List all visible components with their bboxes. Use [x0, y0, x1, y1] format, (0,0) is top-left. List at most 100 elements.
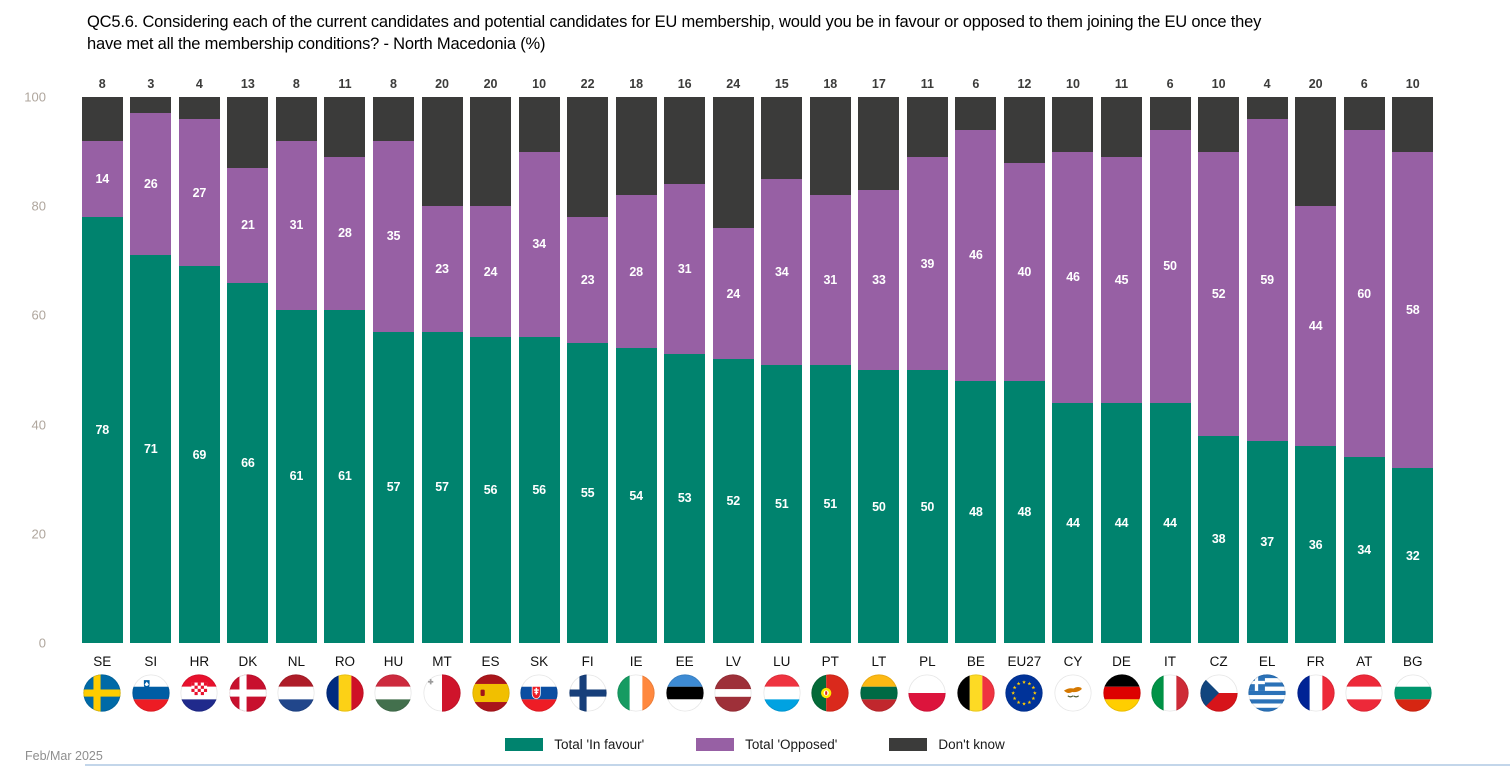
value-label-opposed-lu: 34: [775, 264, 789, 279]
flag-mt-icon: [423, 674, 461, 712]
value-label-opposed-lv: 24: [726, 286, 740, 301]
bar-segment-in-favour-ro: 61: [324, 309, 366, 643]
flag-hu-icon: [374, 674, 413, 712]
value-label-in-favour-de: 44: [1114, 515, 1129, 530]
flag-wrapper-de: [1097, 674, 1146, 712]
bar-segment-opposed-nl: 31: [275, 140, 317, 310]
flag-wrapper-ee: [660, 674, 709, 712]
category-label-lu: LU: [773, 654, 791, 669]
bar-column-pt: 18 51 31: [806, 77, 855, 643]
bar-column-se: 8 78 14: [78, 77, 127, 643]
flag-wrapper-at: [1340, 674, 1389, 712]
value-label-dont-know-es: 20: [483, 77, 498, 91]
value-label-in-favour-ro: 61: [338, 469, 352, 484]
value-label-opposed-dk: 21: [241, 218, 255, 233]
category-label-si: SI: [144, 654, 158, 669]
flag-wrapper-se: [78, 674, 127, 712]
value-label-opposed-el: 59: [1260, 272, 1274, 287]
flag-wrapper-cz: [1194, 674, 1243, 712]
value-label-in-favour-el: 37: [1260, 535, 1274, 549]
category-label-be: BE: [966, 654, 985, 669]
value-label-opposed-hr: 27: [192, 185, 207, 200]
bar-segment-in-favour-nl: 61: [275, 309, 317, 643]
category-label-hu: HU: [383, 654, 404, 669]
value-label-opposed-de: 45: [1114, 272, 1129, 287]
bar-segment-in-favour-si: 71: [130, 255, 172, 643]
bar-segment-dont-know-cy: [1052, 97, 1094, 152]
y-axis-tick-80: 80: [31, 198, 46, 214]
bar-segment-in-favour-ee: 53: [664, 353, 706, 643]
value-label-in-favour-ee: 53: [677, 491, 692, 506]
bar-segment-dont-know-lv: [712, 97, 754, 228]
bar-segment-in-favour-sk: 56: [518, 337, 560, 643]
value-label-dont-know-eu27: 12: [1017, 77, 1032, 91]
legend-swatch-opposed: [696, 738, 735, 751]
bar-segment-opposed-ie: 28: [615, 195, 657, 349]
flag-es-icon: [471, 674, 510, 712]
bar-segment-in-favour-dk: 66: [227, 282, 269, 643]
value-label-in-favour-se: 78: [95, 423, 110, 438]
flag-wrapper-pt: [806, 674, 855, 712]
flag-wrapper-be: [952, 674, 1001, 712]
flag-dk-icon: [229, 674, 267, 712]
y-axis: 0 20 40 60 80 100: [0, 90, 46, 651]
bar-segment-in-favour-es: 56: [470, 337, 512, 643]
category-label-fr: FR: [1306, 654, 1325, 669]
value-label-in-favour-hu: 57: [386, 480, 401, 495]
value-label-dont-know-lu: 15: [774, 77, 789, 91]
bar-segment-in-favour-it: 44: [1149, 402, 1191, 643]
bar-column-sk: 10 56 34: [515, 77, 564, 643]
bar-segment-opposed-el: 59: [1246, 118, 1288, 441]
bar-segment-in-favour-at: 34: [1343, 457, 1385, 643]
value-label-opposed-fi: 23: [580, 272, 595, 287]
bar-segment-opposed-mt: 23: [421, 206, 463, 332]
bar-segment-dont-know-es: [470, 97, 512, 207]
bar-column-es: 20 56 24: [466, 77, 515, 643]
bar-segment-dont-know-si: [130, 97, 172, 114]
legend: Total 'In favour' Total 'Opposed' Don't …: [0, 737, 1510, 752]
value-label-dont-know-pl: 11: [920, 77, 934, 91]
value-label-dont-know-bg: 10: [1405, 77, 1420, 91]
flag-ee-icon: [666, 674, 704, 712]
value-label-in-favour-it: 44: [1163, 515, 1177, 530]
bar-column-si: 3 71 26: [127, 77, 176, 643]
bar-column-be: 6 48 46: [952, 77, 1001, 643]
value-label-opposed-hu: 35: [386, 229, 401, 244]
bar-segment-dont-know-fi: [567, 97, 609, 218]
category-label-ro: RO: [334, 654, 356, 669]
bar-column-nl: 8 61 31: [272, 77, 321, 643]
bar-column-fr: 20 36 44: [1291, 77, 1340, 643]
category-label-el: EL: [1258, 654, 1276, 669]
flag-wrapper-hu: [369, 674, 418, 712]
flag-it-icon: [1151, 674, 1189, 712]
date-label: Feb/Mar 2025: [25, 749, 103, 763]
bar-segment-dont-know-se: [81, 97, 123, 141]
flag-wrapper-si: [127, 674, 176, 712]
flag-wrapper-fi: [563, 674, 612, 712]
value-label-dont-know-hu: 8: [389, 77, 397, 91]
bar-segment-in-favour-bg: 32: [1392, 468, 1434, 643]
bar-segment-in-favour-se: 78: [81, 217, 123, 643]
bar-column-at: 6 34 60: [1340, 77, 1389, 643]
bar-column-hu: 8 57 35: [369, 77, 418, 643]
bar-column-cy: 10 44 46: [1049, 77, 1098, 643]
value-label-opposed-se: 14: [95, 171, 110, 186]
value-label-dont-know-de: 11: [1114, 77, 1129, 91]
bar-segment-dont-know-pt: [809, 97, 851, 196]
bar-segment-dont-know-mt: [421, 97, 463, 207]
bar-segment-dont-know-nl: [275, 97, 317, 141]
bar-segment-opposed-dk: 21: [227, 167, 269, 283]
bar-segment-in-favour-hr: 69: [178, 266, 220, 643]
value-label-dont-know-it: 6: [1166, 77, 1174, 91]
flag-wrapper-ie: [612, 674, 661, 712]
bar-segment-in-favour-fr: 36: [1295, 446, 1337, 643]
category-label-it: IT: [1164, 654, 1177, 669]
bar-segment-in-favour-be: 48: [955, 380, 997, 643]
bar-segment-in-favour-eu27: 48: [1003, 380, 1045, 643]
category-label-eu27: EU27: [1007, 654, 1042, 669]
value-label-dont-know-cz: 10: [1211, 77, 1226, 91]
flag-pl-icon: [908, 674, 946, 712]
value-label-opposed-es: 24: [483, 264, 498, 279]
value-label-opposed-pt: 31: [823, 272, 838, 287]
legend-label-opposed: Total 'Opposed': [745, 737, 838, 752]
